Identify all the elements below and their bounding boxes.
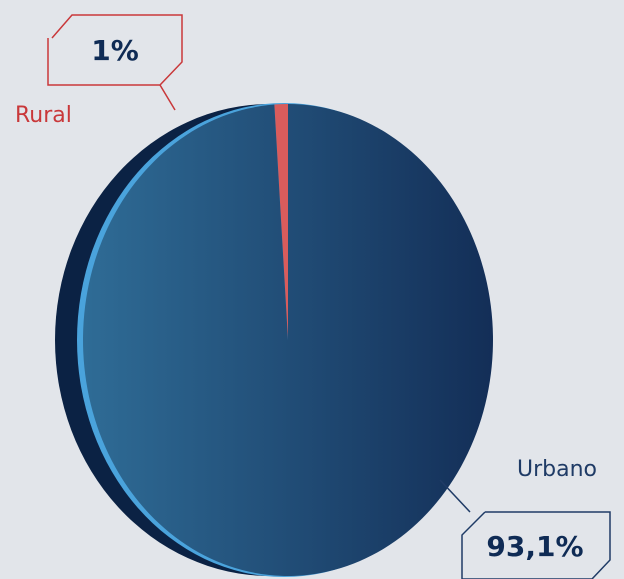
category-label: Rural bbox=[15, 103, 72, 128]
value-label: 1% bbox=[91, 34, 139, 67]
pie-slice bbox=[82, 104, 493, 576]
leader-line bbox=[439, 479, 471, 513]
category-label: Urbano bbox=[517, 457, 597, 482]
value-label: 93,1% bbox=[486, 530, 583, 563]
label-box bbox=[461, 511, 611, 579]
leader-line bbox=[159, 84, 176, 111]
pie-slice bbox=[274, 104, 288, 340]
slices bbox=[77, 103, 493, 577]
label-box bbox=[47, 14, 183, 86]
